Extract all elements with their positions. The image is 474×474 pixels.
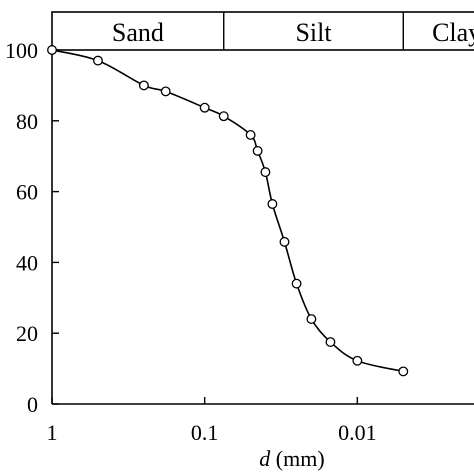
data-point <box>47 45 57 55</box>
data-point <box>352 355 363 366</box>
data-point <box>325 337 336 348</box>
x-tick-label: 0.01 <box>338 420 377 445</box>
soil-zone-band: Sand Silt Clay <box>51 11 474 51</box>
y-tick-label: 40 <box>16 250 38 275</box>
data-point <box>93 55 103 66</box>
x-tick-label: 1 <box>47 420 58 445</box>
data-point <box>245 130 256 140</box>
data-points <box>47 45 409 377</box>
y-tick-label: 0 <box>27 392 38 417</box>
data-point <box>252 145 263 156</box>
x-axis-label-variable: d <box>259 446 271 471</box>
x-tick-label: 0.1 <box>191 420 219 445</box>
data-point <box>199 102 210 113</box>
grading-curve <box>51 49 404 373</box>
zone-band-frame <box>51 11 474 51</box>
series-line <box>51 49 404 373</box>
zone-label-clay: Clay <box>432 18 474 47</box>
data-point <box>138 80 149 91</box>
x-axis-label-unit: (mm) <box>270 446 324 471</box>
data-point <box>306 314 317 324</box>
data-point <box>279 236 290 247</box>
data-point <box>260 167 271 178</box>
data-point <box>398 366 409 377</box>
y-tick-label: 80 <box>16 109 38 134</box>
data-point <box>291 278 302 289</box>
y-axis-ticks: 0 20 40 60 80 100 <box>5 38 59 417</box>
x-axis-ticks: 10.10.010.001 <box>47 397 377 445</box>
data-point <box>160 86 171 97</box>
y-tick-label: 20 <box>16 321 38 346</box>
zone-label-sand: Sand <box>112 18 164 47</box>
data-point <box>267 199 278 209</box>
y-tick-label: 60 <box>16 180 38 205</box>
data-point <box>218 111 229 122</box>
axes <box>51 50 474 405</box>
zone-label-silt: Silt <box>295 18 332 47</box>
x-axis-label: d (mm) <box>259 446 324 471</box>
y-tick-label: 100 <box>5 38 38 63</box>
